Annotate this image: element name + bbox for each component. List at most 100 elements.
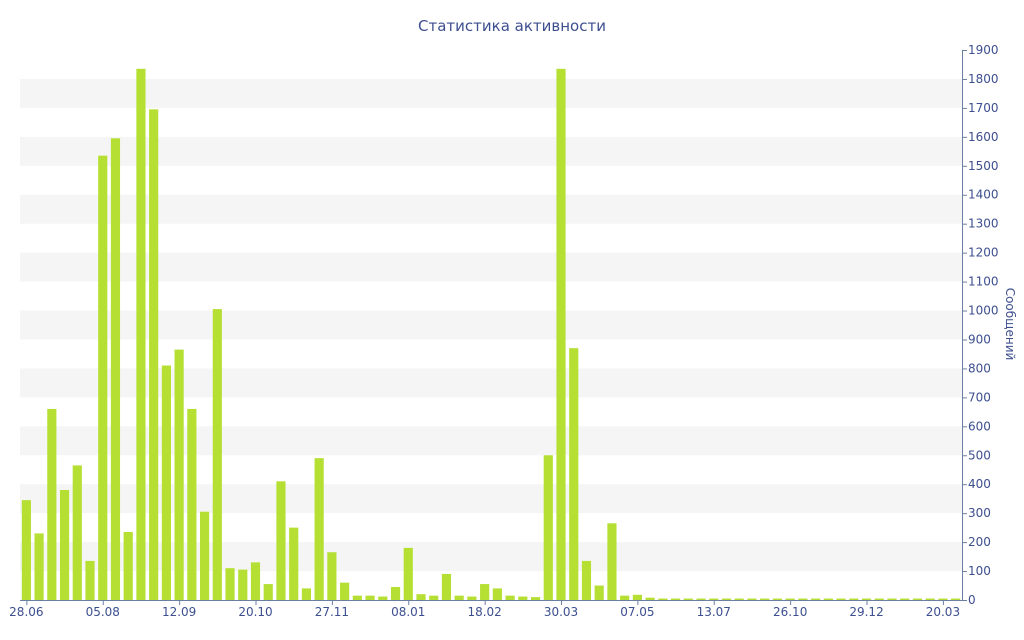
y-tick-label: 1000: [968, 304, 999, 318]
bar: [861, 598, 872, 600]
bar: [403, 547, 413, 600]
bar: [607, 523, 617, 600]
bar: [390, 586, 401, 600]
bar: [98, 155, 108, 600]
y-tick-label: 1900: [968, 43, 999, 57]
x-tick-label: 29.12: [849, 605, 883, 619]
bar: [110, 138, 121, 600]
bar: [238, 569, 248, 600]
bar: [632, 594, 642, 600]
bar: [250, 562, 261, 600]
grid-band: [20, 194, 962, 224]
bar: [378, 596, 388, 600]
bar: [543, 455, 553, 600]
bar: [747, 598, 757, 600]
bar: [454, 595, 464, 600]
bar: [199, 511, 210, 600]
bar: [34, 533, 44, 600]
x-tick-label: 08.01: [391, 605, 425, 619]
bar-series: [21, 68, 961, 600]
y-tick-label: 1100: [968, 275, 999, 289]
bar: [772, 598, 783, 600]
y-tick-label: 1200: [968, 246, 999, 260]
grid-band: [20, 252, 962, 282]
y-tick-label: 1700: [968, 101, 999, 115]
bar: [836, 598, 846, 600]
bar: [887, 598, 897, 600]
bar: [530, 597, 541, 600]
y-tick-label: 900: [968, 332, 991, 346]
bar: [760, 598, 770, 600]
bar: [645, 597, 655, 600]
grid-band: [20, 368, 962, 398]
x-tick-label: 13.07: [697, 605, 731, 619]
x-tick-label: 05.08: [86, 605, 120, 619]
bar: [912, 598, 923, 600]
bar: [21, 500, 31, 600]
x-tick-label: 27.11: [315, 605, 349, 619]
x-tick-label: 18.02: [467, 605, 501, 619]
y-tick-label: 1800: [968, 72, 999, 86]
bar: [658, 598, 668, 600]
bar: [721, 598, 732, 600]
bar: [174, 349, 184, 600]
bar: [811, 598, 821, 600]
x-tick-label: 07.05: [620, 605, 654, 619]
x-tick-label: 30.03: [544, 605, 578, 619]
bar: [620, 595, 630, 600]
bar: [263, 584, 273, 600]
bar: [951, 598, 961, 600]
bar: [938, 598, 948, 600]
grid-band: [20, 484, 962, 514]
y-tick-label: 1400: [968, 188, 999, 202]
bar: [72, 465, 82, 600]
x-tick-label: 20.03: [926, 605, 960, 619]
y-tick-label: 600: [968, 419, 991, 433]
bar: [480, 584, 490, 600]
bar: [314, 458, 324, 600]
bar: [798, 598, 808, 600]
axes: [20, 50, 963, 601]
y-tick-label: 700: [968, 390, 991, 404]
bar: [85, 560, 95, 600]
bar: [823, 598, 833, 600]
bar: [352, 595, 362, 600]
bar: [441, 573, 452, 600]
bar: [416, 594, 426, 600]
grid-band: [20, 136, 962, 166]
grid-band: [20, 542, 962, 572]
bar: [467, 596, 477, 600]
bar: [149, 109, 159, 600]
x-tick-label: 20.10: [238, 605, 272, 619]
bar: [276, 481, 286, 600]
x-axis-ticks: 28.06 05.08 12.09 20.10 27.11 08.01 18.02 30.03…: [9, 600, 960, 619]
bar: [849, 598, 859, 600]
bar: [874, 598, 884, 600]
bar: [365, 595, 375, 600]
bar: [683, 598, 693, 600]
y-tick-label: 400: [968, 477, 991, 491]
bar: [900, 598, 910, 600]
bar: [505, 595, 515, 600]
y-tick-label: 500: [968, 448, 991, 462]
y-axis-ticks: 0 100 200 300 400 500 600 700 800 900 1000 1100 1200…: [962, 43, 999, 607]
y-tick-label: 300: [968, 506, 991, 520]
bar: [734, 598, 744, 600]
grid-band: [20, 310, 962, 340]
grid-band: [20, 78, 962, 108]
bar: [289, 527, 299, 600]
y-tick-label: 1300: [968, 217, 999, 231]
bar: [327, 552, 337, 600]
bar: [59, 490, 70, 600]
bar: [301, 588, 312, 600]
x-tick-label: 26.10: [773, 605, 807, 619]
bar: [569, 348, 579, 600]
y-tick-label: 1600: [968, 130, 999, 144]
bar: [556, 68, 566, 600]
bar: [340, 582, 350, 600]
bar: [492, 588, 502, 600]
x-tick-label: 12.09: [162, 605, 196, 619]
bar: [161, 365, 171, 600]
y-tick-label: 0: [968, 593, 976, 607]
